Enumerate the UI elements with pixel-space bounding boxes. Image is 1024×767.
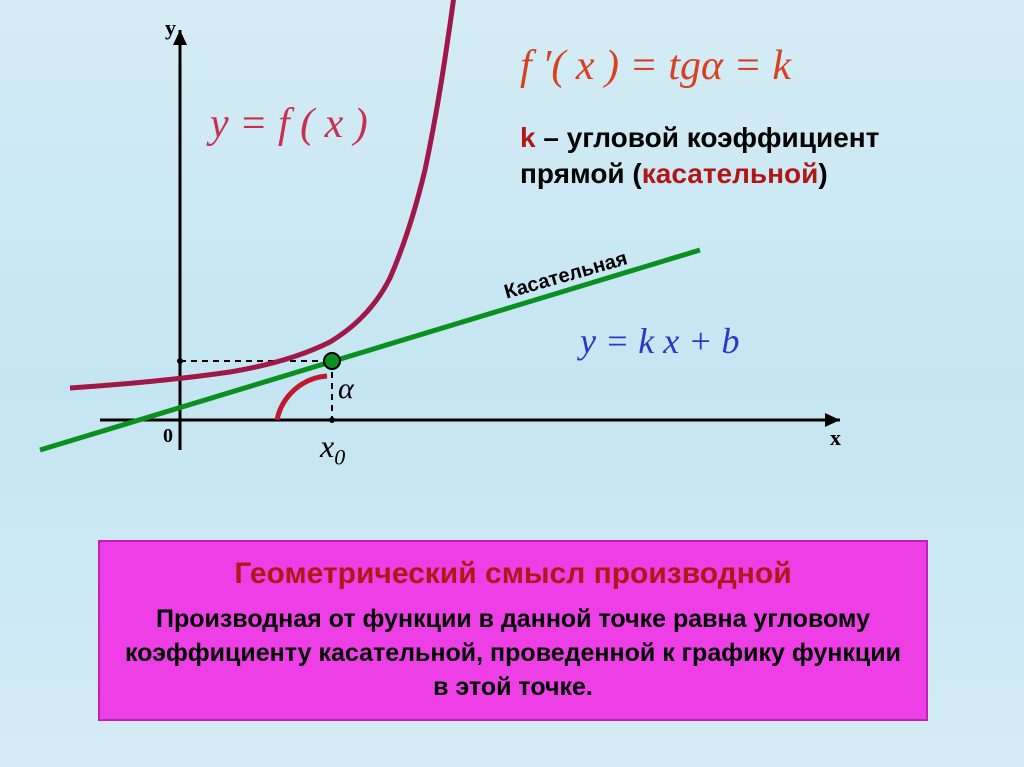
function-curve [70, 0, 458, 388]
theorem-body: Производная от функции в данной точке ра… [120, 603, 906, 704]
chart-svg [80, 20, 860, 520]
alpha-label: α [338, 372, 354, 406]
chart-area: y x 0 x0 α Касательная [80, 20, 860, 520]
tangent-point [324, 353, 340, 369]
formula-line-eq: y = k x + b [580, 320, 740, 362]
origin-label: 0 [163, 425, 173, 448]
theorem-title: Геометрический смысл производной [120, 557, 906, 591]
formula-yfx: y = f ( x ) [210, 100, 368, 148]
formula-derivative: f ′( x ) = tgα = k [520, 42, 791, 90]
x0-label: x0 [320, 428, 345, 470]
k-description: k – угловой коэффициент прямой (касатель… [520, 120, 980, 193]
theorem-box: Геометрический смысл производной Произво… [98, 540, 928, 721]
angle-arc [277, 376, 327, 420]
y-axis-label: y [165, 15, 176, 41]
x-axis-label: x [830, 425, 841, 451]
